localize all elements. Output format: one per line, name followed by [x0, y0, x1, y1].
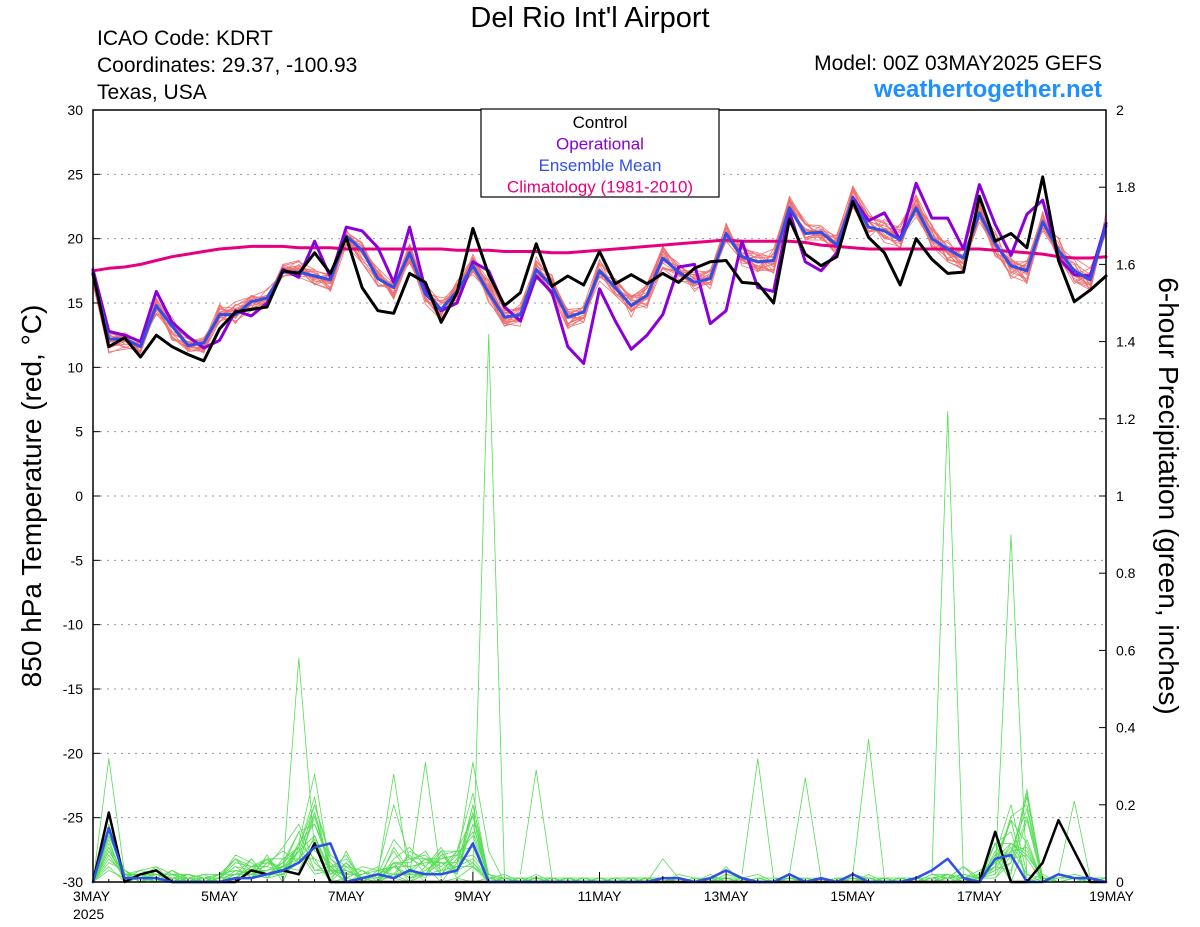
legend-item: Ensemble Mean [539, 156, 662, 175]
y-tick-label: 25 [67, 166, 83, 182]
y-tick-label: 15 [67, 295, 83, 311]
x-tick-label: 15MAY [830, 888, 876, 904]
y-tick-label: -15 [63, 681, 83, 697]
x-tick-label: 17MAY [957, 888, 1003, 904]
y2-tick-label: 0.6 [1116, 642, 1136, 658]
member-precip-peak [472, 333, 505, 879]
member-precip-peak [377, 773, 410, 879]
x-tick-label: 11MAY [578, 888, 622, 904]
y2-tick-label: 1.6 [1116, 256, 1136, 272]
y-tick-label: -25 [63, 810, 83, 826]
legend-box [480, 108, 720, 198]
x-tick-label: 7MAY [328, 888, 366, 904]
member-precip-peak [520, 770, 553, 879]
chart-title: Del Rio Int'l Airport [470, 2, 710, 34]
legend-item: Operational [556, 135, 644, 154]
y2-tick-label: 1 [1116, 488, 1124, 504]
y2-tick-label: 1.2 [1116, 411, 1136, 427]
x-tick-label: 13MAY [704, 888, 750, 904]
y-tick-label: 10 [67, 359, 83, 375]
x-tick-label: 9MAY [454, 888, 492, 904]
y-tick-label: 30 [67, 102, 83, 118]
y-tick-label: -30 [63, 874, 83, 890]
coordinates: Coordinates: 29.37, -100.93 [97, 54, 358, 77]
y-tick-label: 20 [67, 231, 83, 247]
y-tick-label: -5 [71, 552, 84, 568]
control-line [91, 175, 1108, 363]
y-tick-label: -20 [63, 745, 83, 761]
y2-tick-label: 0 [1116, 874, 1124, 890]
x-tick-label: 5MAY [201, 888, 239, 904]
y-tick-label: 5 [75, 424, 83, 440]
y2-tick-label: 1.4 [1116, 334, 1136, 350]
x-tick-label: 19MAY [1089, 888, 1135, 904]
member-precip-peak [789, 777, 822, 879]
y-tick-label: -10 [63, 617, 83, 633]
y2-tick-label: 1.8 [1116, 179, 1136, 195]
region: Texas, USA [97, 81, 207, 104]
legend-item: Climatology (1981-2010) [507, 178, 693, 197]
legend-item: Control [573, 113, 628, 132]
y2-tick-label: 0.8 [1116, 565, 1136, 581]
legend: Control Operational Ensemble Mean Climatolo… [480, 108, 720, 198]
site-link[interactable]: weathertogether.net [873, 76, 1102, 103]
y2-tick-label: 0.4 [1116, 720, 1136, 736]
member-precip-peak [994, 534, 1028, 879]
member-precip-peak [741, 758, 774, 879]
x-tick-label: 3MAY [73, 888, 111, 904]
y2-tick-label: 0.2 [1116, 797, 1136, 813]
ensemble-mean-line [91, 197, 1108, 349]
member-precip-peak [852, 739, 885, 879]
member-precip-peak [931, 411, 964, 879]
member-precip-peak [1058, 800, 1091, 879]
y-tick-label: 0 [75, 488, 83, 504]
icao-code: ICAO Code: KDRT [97, 27, 273, 50]
member-precip-peak [409, 762, 442, 879]
model-run: Model: 00Z 03MAY2025 GEFS [814, 52, 1102, 75]
y2-tick-label: 2 [1116, 102, 1124, 118]
x-tick-year: 2025 [73, 906, 104, 922]
member-temp-line [92, 194, 1107, 352]
